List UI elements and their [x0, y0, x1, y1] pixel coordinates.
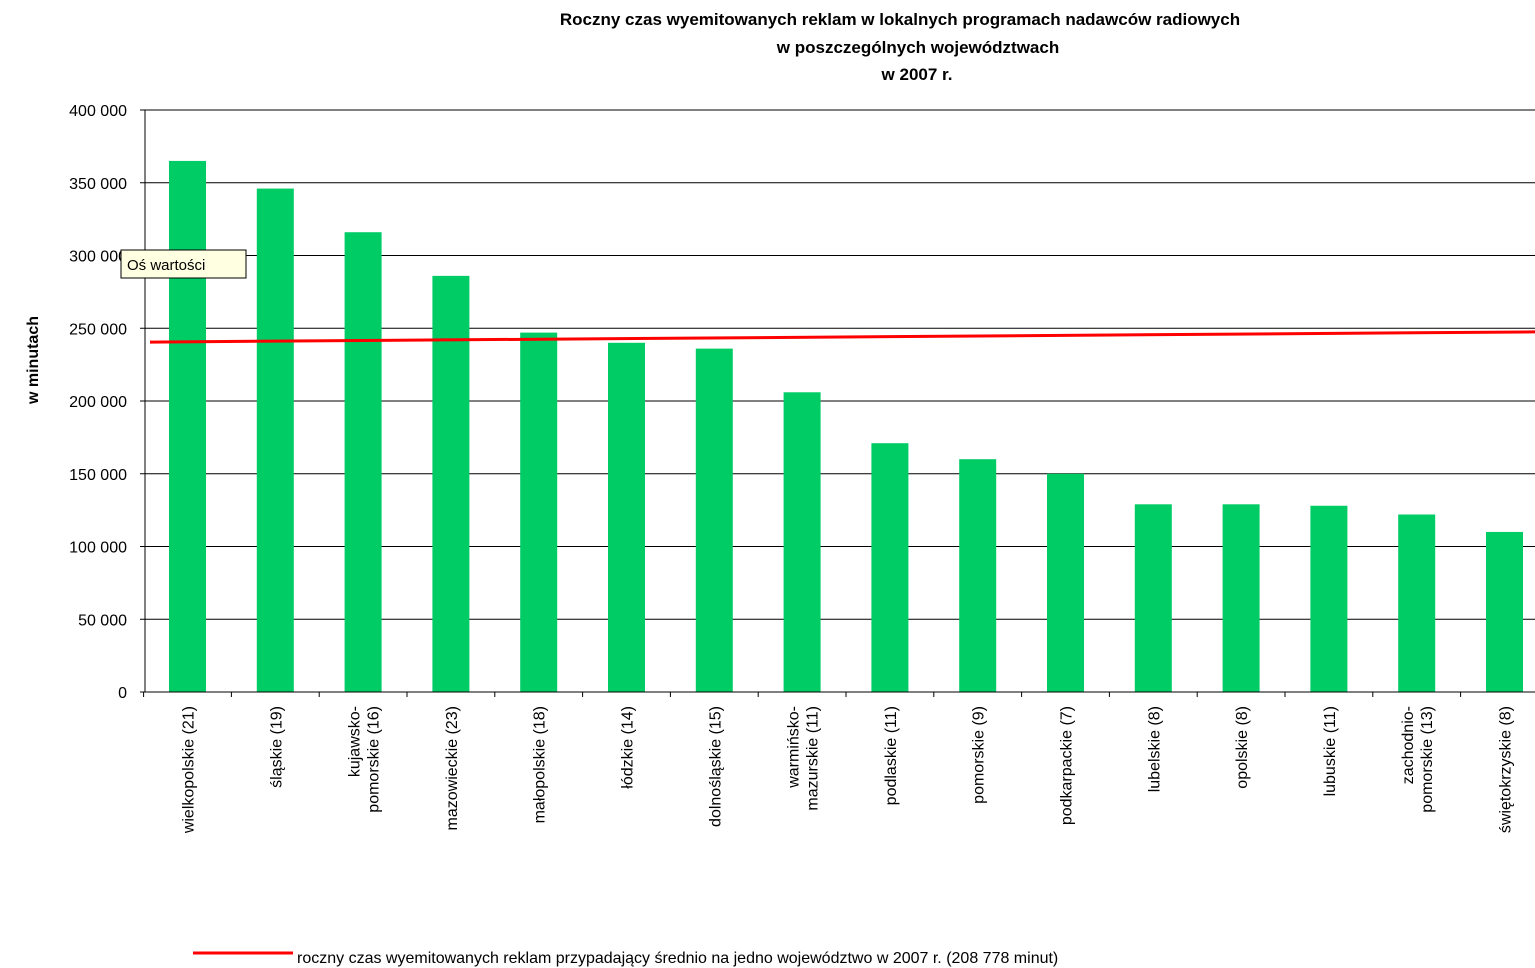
y-tick-label: 300 000	[69, 249, 127, 266]
bar	[1398, 514, 1436, 692]
bar	[1222, 504, 1260, 692]
y-axis-label: w minutach	[25, 316, 42, 405]
bar	[256, 188, 294, 692]
value-axis-tooltip: Oś wartości	[120, 249, 247, 279]
x-tick-label: śląskie (19)	[268, 706, 285, 788]
x-tick-label: lubelskie (8)	[1146, 706, 1163, 792]
y-tick-label: 200 000	[69, 394, 127, 411]
tooltip-text: Oś wartości	[127, 257, 205, 274]
y-tick-label: 400 000	[69, 103, 127, 120]
x-tick-label: podkarpackie (7)	[1059, 706, 1076, 825]
bar	[959, 459, 997, 692]
x-tick-label: opolskie (8)	[1234, 706, 1251, 789]
chart-title-line-1: Roczny czas wyemitowanych reklam w lokal…	[560, 10, 1240, 29]
y-tick-label: 350 000	[69, 176, 127, 193]
bar	[783, 392, 821, 692]
x-tick-label: świętokrzyskie (8)	[1498, 706, 1515, 833]
x-tick-label: podlaskie (11)	[883, 706, 900, 805]
chart-title-line-2: w poszczególnych województwach	[776, 38, 1059, 57]
x-tick-label: wielkopolskie (21)	[181, 706, 198, 834]
bar	[1047, 473, 1084, 692]
y-tick-label: 50 000	[78, 612, 127, 629]
x-tick-label: dolnośląskie (15)	[707, 706, 724, 827]
y-tick-label: 100 000	[69, 540, 127, 557]
y-tick-label: 250 000	[69, 321, 127, 338]
x-tick-label: warmińsko-mazurskie (11)	[786, 706, 822, 811]
chart-title-line-3: w 2007 r.	[881, 65, 953, 84]
bar	[1486, 531, 1523, 692]
tooltip-box	[120, 249, 247, 279]
x-tick-label: zachodnio-pomorskie (13)	[1400, 706, 1436, 813]
bar	[871, 443, 909, 692]
legend-label: roczny czas wyemitowanych reklam przypad…	[297, 950, 1058, 967]
bar	[432, 275, 470, 692]
x-tick-label: kujawsko-pomorskie (16)	[347, 706, 383, 813]
y-tick-labels: 0 50 000 100 000 150 000 200 000 250 000 300 0…	[69, 103, 145, 702]
x-tick-label: mazowieckie (23)	[444, 706, 461, 830]
x-tick-label: pomorskie (9)	[971, 706, 988, 804]
y-tick-label: 150 000	[69, 467, 127, 484]
legend: roczny czas wyemitowanych reklam przypad…	[193, 950, 1058, 967]
bar	[695, 348, 733, 692]
x-tick-labels: wielkopolskie (21) śląskie (19) kujawsko-p…	[143, 692, 1515, 834]
y-tick-label: 0	[118, 685, 127, 702]
chart-title: Roczny czas wyemitowanych reklam w lokal…	[560, 10, 1240, 84]
x-tick-label: lubuskie (11)	[1322, 706, 1339, 796]
average-line	[149, 330, 1535, 344]
bar	[344, 232, 382, 692]
bar	[169, 160, 206, 693]
bar	[1134, 504, 1172, 692]
bar	[1310, 505, 1348, 692]
bar	[608, 342, 645, 692]
x-tick-label: małopolskie (18)	[532, 706, 549, 823]
bars	[169, 160, 1523, 693]
bar	[520, 332, 558, 692]
x-tick-label: łódzkie (14)	[620, 706, 637, 789]
